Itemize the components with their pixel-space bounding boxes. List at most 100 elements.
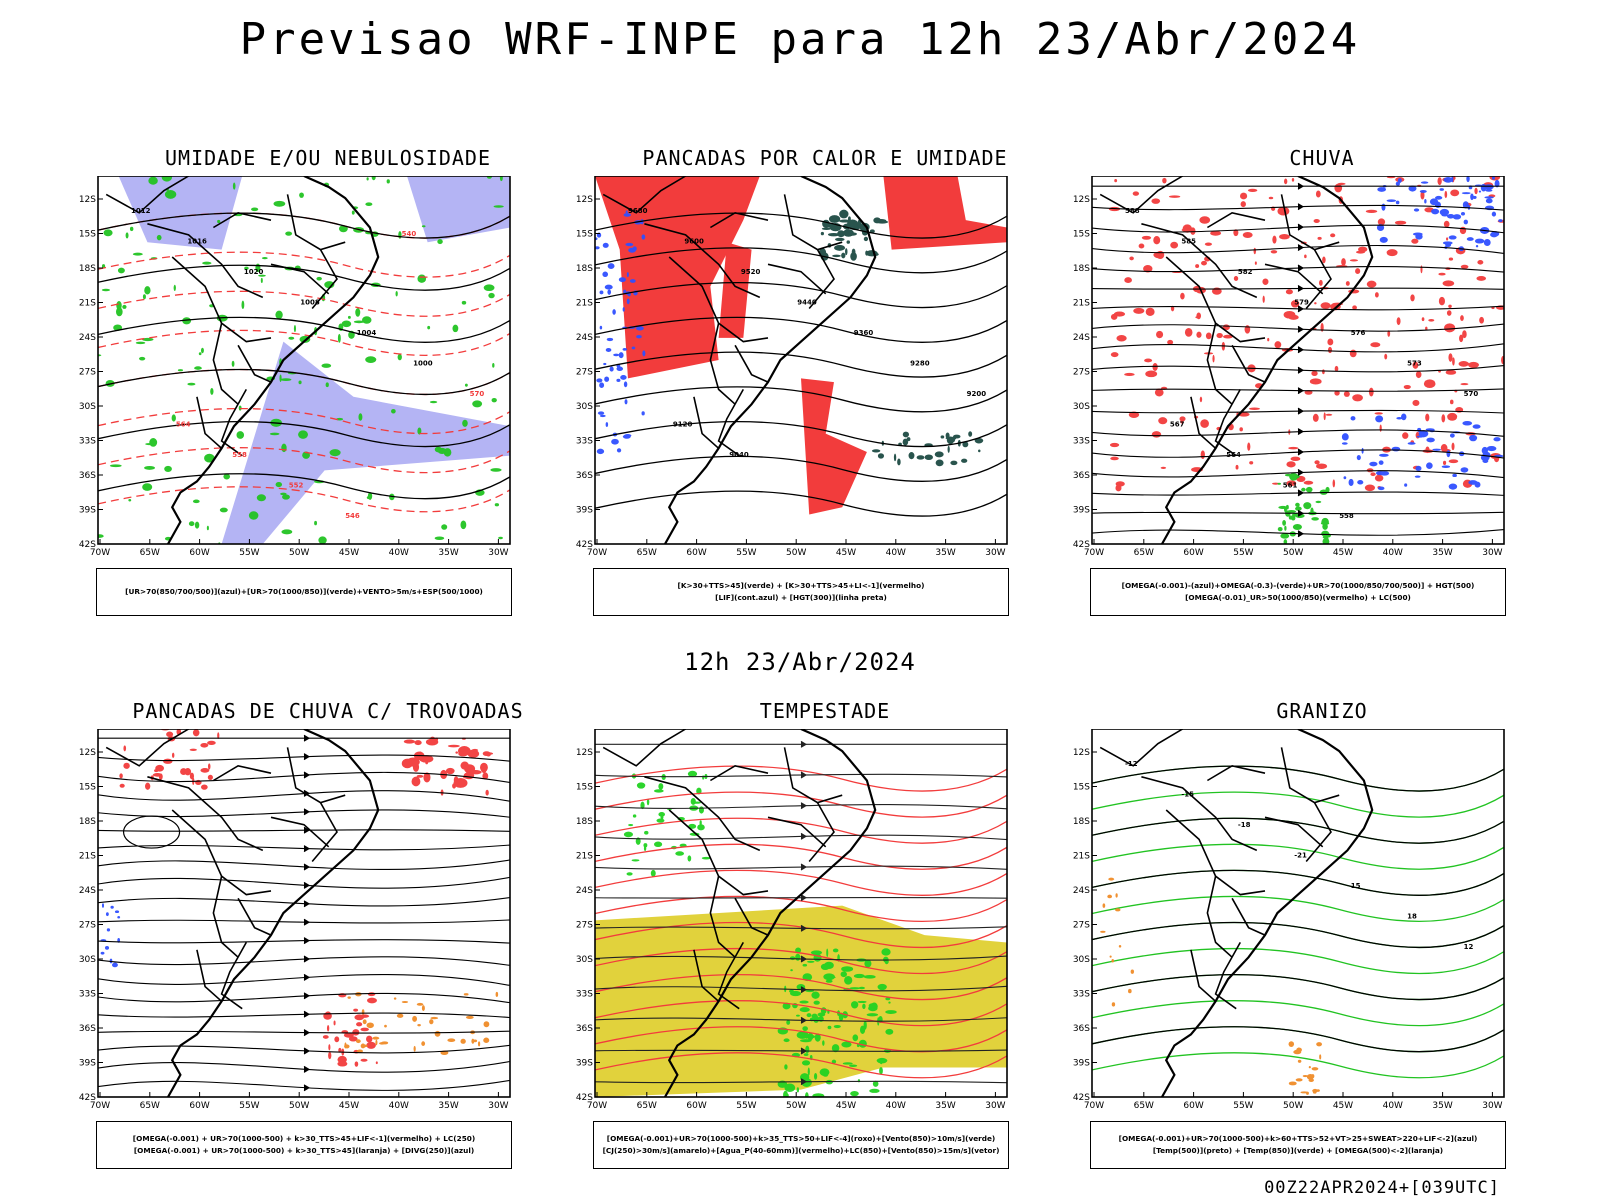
lon-label: 55W bbox=[1233, 548, 1253, 558]
lon-label: 50W bbox=[289, 1101, 309, 1111]
lon-label: 70W bbox=[587, 548, 607, 558]
streamline-circle bbox=[122, 815, 181, 849]
country-border bbox=[1214, 942, 1241, 1010]
map-fields: -12 -15 -18 -21 15 18 12 bbox=[1092, 729, 1504, 1097]
map-frame bbox=[594, 729, 1008, 1098]
contour-label: -21 bbox=[1294, 851, 1307, 859]
lon-label: 40W bbox=[389, 1101, 409, 1111]
lat-label: 21S bbox=[1073, 299, 1090, 309]
contour-label: 9200 bbox=[967, 390, 987, 398]
lon-label: 65W bbox=[1134, 1101, 1154, 1111]
country-border bbox=[644, 223, 761, 299]
lat-label: 39S bbox=[79, 1059, 96, 1069]
contour-label: 9280 bbox=[910, 360, 930, 368]
country-border bbox=[212, 764, 272, 782]
panel-trovoadas: PANCADAS DE CHUVA C/ TROVOADAS 12S 15S 18S… bbox=[78, 699, 578, 1179]
omega-area bbox=[1288, 1041, 1323, 1095]
lon-label: 60W bbox=[189, 548, 209, 558]
country-border bbox=[602, 729, 687, 767]
lon-label: 30W bbox=[1482, 1101, 1502, 1111]
geography bbox=[105, 176, 380, 544]
country-border bbox=[644, 776, 761, 852]
legend-line: [K>30+TTS>45](verde) + [K>30+TTS>45+LI<-… bbox=[677, 581, 925, 590]
country-border bbox=[808, 249, 835, 310]
lon-label: 50W bbox=[786, 548, 806, 558]
contour-label: 588 bbox=[1125, 207, 1140, 215]
lat-label: 39S bbox=[1073, 506, 1090, 516]
lat-label: 18S bbox=[1073, 264, 1090, 274]
lat-label: 42S bbox=[1073, 540, 1090, 550]
lon-label: 70W bbox=[587, 1101, 607, 1111]
lon-label: 70W bbox=[90, 548, 110, 558]
lat-label: 27S bbox=[1073, 368, 1090, 378]
lon-label: 35W bbox=[438, 548, 458, 558]
lat-label: 24S bbox=[79, 333, 96, 343]
lat-label: 36S bbox=[1073, 471, 1090, 481]
lat-label: 42S bbox=[576, 540, 593, 550]
country-border bbox=[212, 323, 239, 405]
country-border bbox=[1190, 396, 1217, 449]
geography bbox=[602, 176, 877, 544]
red-storm-field bbox=[401, 736, 494, 796]
country-border bbox=[1206, 211, 1266, 229]
country-border bbox=[212, 876, 239, 958]
coastline bbox=[1161, 176, 1374, 544]
lat-label: 30S bbox=[576, 955, 593, 965]
panel-title: CHUVA bbox=[1289, 146, 1355, 170]
geography bbox=[1099, 176, 1374, 544]
panel-title: TEMPESTADE bbox=[759, 699, 891, 723]
map-fields: 588 585 582 579 576 573 570 567 564 561 558 bbox=[1092, 176, 1504, 544]
lat-label: 30S bbox=[1073, 402, 1090, 412]
coastline bbox=[664, 176, 877, 544]
lon-label: 30W bbox=[1482, 548, 1502, 558]
lon-label: 35W bbox=[935, 548, 955, 558]
lat-label: 36S bbox=[576, 471, 593, 481]
lat-label: 24S bbox=[576, 886, 593, 896]
map-layers: 1012 1016 1020 1008 1004 1000 570 564 558 552 546 5… bbox=[79, 176, 511, 558]
teal-area bbox=[871, 431, 984, 467]
lat-label: 12S bbox=[1073, 748, 1090, 758]
lon-label: 30W bbox=[985, 1101, 1005, 1111]
contour-label: 9440 bbox=[797, 298, 817, 306]
country-border bbox=[1305, 249, 1332, 310]
lon-label: 60W bbox=[1183, 1101, 1203, 1111]
contour-label: 1016 bbox=[187, 237, 207, 245]
contour-label: 564 bbox=[176, 421, 191, 429]
lat-label: 27S bbox=[576, 368, 593, 378]
lat-label: 12S bbox=[79, 195, 96, 205]
temp500-contours bbox=[1092, 765, 1504, 1053]
country-border bbox=[270, 816, 330, 848]
lon-label: 70W bbox=[90, 1101, 110, 1111]
country-border bbox=[1231, 897, 1266, 936]
country-border bbox=[783, 194, 843, 251]
contour-label: -15 bbox=[1181, 790, 1194, 798]
map-layers: 96809600952094409360928092009120904012S1… bbox=[576, 176, 1008, 558]
red-storm-field bbox=[322, 992, 378, 1067]
panel-title: PANCADAS POR CALOR E UMIDADE bbox=[642, 146, 1008, 170]
run-timestamp: 00Z22APR2024+[039UTC] bbox=[1264, 1178, 1500, 1198]
geography bbox=[105, 729, 380, 1097]
lat-label: 30S bbox=[79, 402, 96, 412]
country-border bbox=[1214, 389, 1241, 457]
map-frame bbox=[1091, 176, 1505, 545]
lat-label: 30S bbox=[79, 955, 96, 965]
panel-pancadas-calor: PANCADAS POR CALOR E UMIDADE 9680 9600 952… bbox=[575, 146, 1075, 626]
lon-label: 65W bbox=[140, 1101, 160, 1111]
panel-umidade: UMIDADE E/OU NEBULOSIDADE 1012 1016 1020 10… bbox=[78, 146, 578, 626]
legend-line: [OMEGA(-0.001)+UR>70(1000-500)+k>35_TTS>… bbox=[606, 1134, 996, 1143]
country-border bbox=[1206, 323, 1233, 405]
lat-label: 30S bbox=[576, 402, 593, 412]
map-layers: -12 -15 -18 -21 15 18 12 12S 15S 18S 21S 24S 27S 30S 3… bbox=[1073, 729, 1505, 1111]
lon-label: 55W bbox=[239, 1101, 259, 1111]
geography bbox=[602, 729, 877, 1097]
lon-label: 40W bbox=[1383, 548, 1403, 558]
lat-label: 21S bbox=[576, 299, 593, 309]
lon-label: 60W bbox=[686, 1101, 706, 1111]
height-contours bbox=[1092, 182, 1504, 538]
country-border bbox=[212, 211, 272, 229]
blue-rain-field bbox=[1341, 413, 1504, 491]
lon-label: 65W bbox=[637, 1101, 657, 1111]
